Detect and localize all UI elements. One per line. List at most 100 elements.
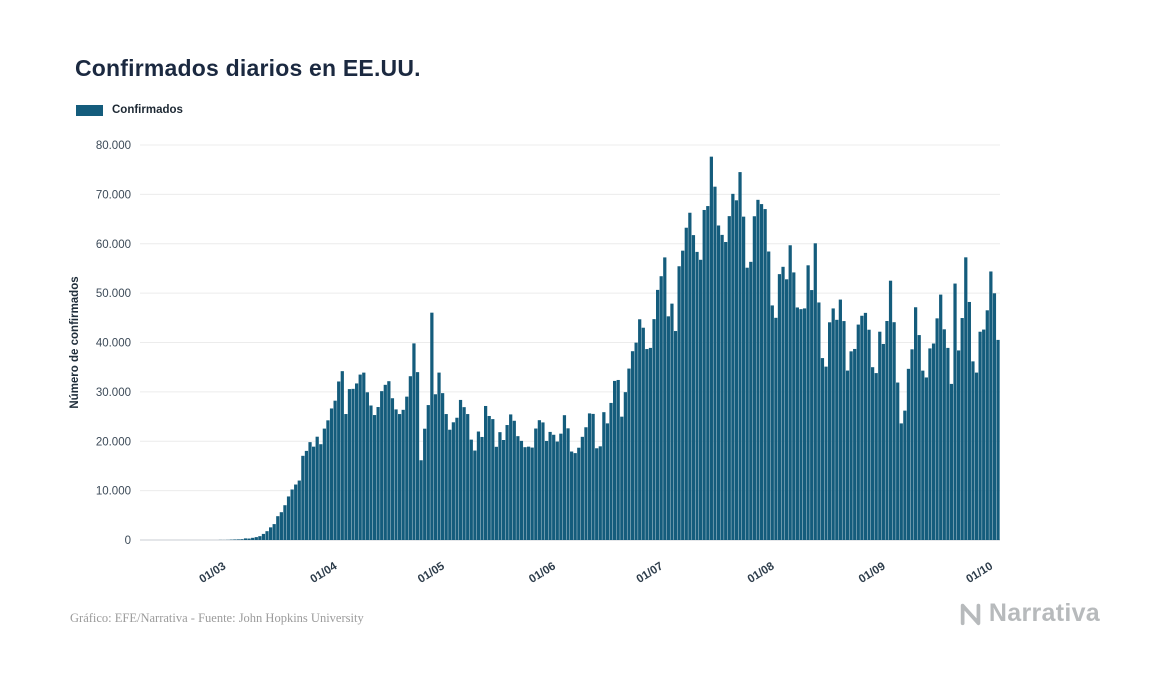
bar [906,368,911,540]
bar [681,250,685,540]
bar [828,322,832,540]
bar [824,366,828,540]
bar [795,307,799,540]
bar [484,405,488,540]
bar [935,318,939,540]
bar [742,216,746,540]
narrativa-logo-icon [960,603,981,625]
bar [652,319,656,540]
bar [494,446,498,540]
bar [523,447,527,540]
bar [627,368,631,540]
bar [552,434,556,540]
bar [759,204,764,540]
legend-label: Confirmados [112,104,183,116]
bar [462,407,466,540]
bar [290,489,294,540]
bar [713,186,717,540]
bar [362,372,366,540]
bar [466,414,470,540]
bar [286,496,291,540]
bar [405,396,409,540]
bar [441,393,445,540]
bar [580,436,584,540]
bar [928,348,932,540]
bar [860,315,864,540]
bar [684,227,688,540]
bar [312,446,316,540]
bar [967,301,971,540]
bar [473,450,477,540]
bar [720,234,724,540]
bar [602,412,606,540]
bar-chart-svg: 0 10.000 20.000 30.000 40.000 50.000 60.000 70.… [69,140,1000,586]
bar [509,414,513,540]
bar [731,193,735,540]
bar [924,377,928,540]
bar [914,307,918,540]
x-axis-tick-label: 01/09 [857,560,888,585]
legend-swatch [76,104,103,116]
bar [903,410,907,540]
bar [982,329,986,540]
bar [630,351,635,540]
bar [394,409,398,540]
bar [559,433,563,540]
bar [871,367,875,540]
bar [322,428,326,540]
y-axis-tick-label: 70.000 [96,189,131,201]
bar [792,272,796,540]
bar [301,455,305,540]
bar [863,312,868,540]
bar [957,350,961,540]
bar [745,267,749,540]
bar [530,447,534,540]
bar [512,420,516,540]
bar [659,276,663,540]
bar [623,392,627,540]
bar [458,399,463,540]
y-axis-tick-label: 40.000 [96,338,131,350]
bar [387,381,391,540]
y-axis-tick-label: 20.000 [96,436,131,448]
bar [380,391,384,540]
bar [376,407,380,540]
bar [888,280,893,540]
bar [355,383,359,540]
bar [430,312,434,540]
bar [691,235,696,541]
legend-item-confirmados[interactable]: Confirmados [76,104,183,116]
bar [251,537,255,540]
bar [781,266,785,540]
bar [613,380,617,540]
bar [734,200,739,541]
bar [534,428,538,540]
bar [899,423,903,540]
bar [802,308,807,540]
bar [996,339,1000,540]
bar [648,347,653,540]
bar [383,384,387,540]
bar [716,225,721,540]
bar [806,265,810,540]
bar [666,316,670,540]
bar [688,212,692,540]
bar [616,379,620,540]
bar [587,413,592,540]
bar [838,299,842,540]
bar [752,216,756,540]
bar-chart: 0 10.000 20.000 30.000 40.000 50.000 60.000 70.… [60,130,1060,600]
bar [577,447,581,540]
x-axis-tick-label: 01/05 [416,560,447,586]
bar [856,324,860,540]
bar [254,537,258,540]
bar [340,371,344,540]
bar [308,442,312,540]
bar [519,440,524,540]
bar [835,319,839,540]
bar [297,480,301,540]
bar [949,383,954,540]
x-axis-tick-label: 01/08 [746,560,777,586]
bar [269,527,273,540]
bar [294,484,298,540]
